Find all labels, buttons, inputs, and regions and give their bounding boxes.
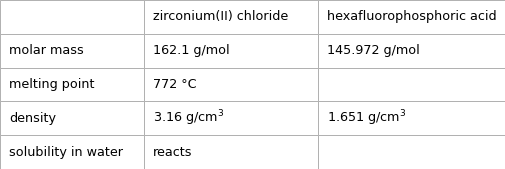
Text: hexafluorophosphoric acid: hexafluorophosphoric acid (327, 10, 497, 23)
Bar (144, 0, 318, 34)
Text: 3.16 g/cm$^3$: 3.16 g/cm$^3$ (153, 108, 224, 128)
Bar (318, 34, 505, 68)
Bar (144, 68, 318, 101)
Text: reacts: reacts (153, 146, 192, 159)
Bar (0, 0, 144, 34)
Text: 772 °C: 772 °C (153, 78, 196, 91)
Text: 162.1 g/mol: 162.1 g/mol (153, 44, 230, 57)
Bar (144, 101, 318, 135)
Bar (318, 135, 505, 169)
Bar (318, 68, 505, 101)
Text: solubility in water: solubility in water (9, 146, 123, 159)
Text: 1.651 g/cm$^3$: 1.651 g/cm$^3$ (327, 108, 407, 128)
Text: melting point: melting point (9, 78, 94, 91)
Text: 145.972 g/mol: 145.972 g/mol (327, 44, 420, 57)
Bar (0, 34, 144, 68)
Bar (318, 101, 505, 135)
Text: zirconium(II) chloride: zirconium(II) chloride (153, 10, 288, 23)
Bar (144, 135, 318, 169)
Text: molar mass: molar mass (9, 44, 84, 57)
Bar (0, 68, 144, 101)
Text: density: density (9, 112, 56, 125)
Bar (0, 101, 144, 135)
Bar (144, 34, 318, 68)
Bar (318, 0, 505, 34)
Bar (0, 135, 144, 169)
